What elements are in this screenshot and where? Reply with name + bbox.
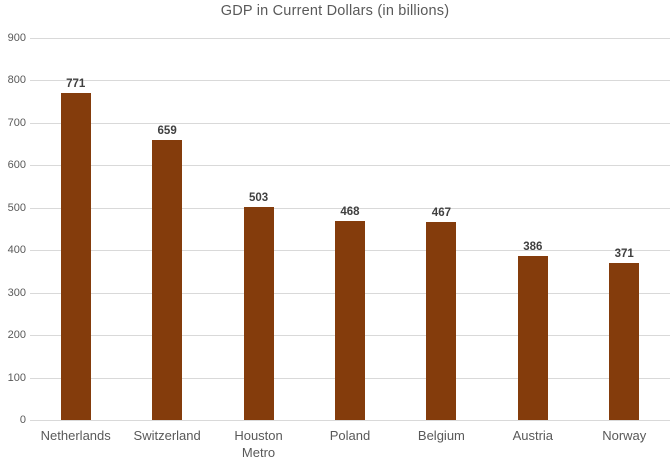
gridline [30,208,670,209]
y-axis-tick-label: 200 [7,329,26,341]
y-axis-tick-label: 400 [7,244,26,256]
bar-value-label: 386 [523,241,543,253]
bar-value-label: 468 [340,206,360,218]
bar-netherlands[interactable] [60,93,91,420]
bar-value-label: 503 [248,192,269,204]
y-axis-tick-label: 900 [7,32,26,44]
bar-slot: 467 [396,38,487,420]
bar-series: 771 659 503 468 467 386 [30,38,670,420]
y-axis: 900 800 700 600 500 400 300 200 100 0 [0,32,26,426]
gridline [30,165,670,166]
gridline [30,123,670,124]
x-axis-label-switzerland: Switzerland [121,427,212,461]
x-axis-label-text: Houston Metro [234,428,283,460]
x-axis-label-belgium: Belgium [396,427,487,461]
x-axis-label-text: Belgium [417,428,465,443]
gridline [30,80,670,81]
bar-switzerland[interactable] [152,140,183,420]
bar-slot: 771 [30,38,121,420]
bar-value-label: 467 [431,207,451,219]
x-axis-label-poland: Poland [304,427,395,461]
bar-houston-metro[interactable] [243,207,274,420]
y-axis-tick-label: 500 [7,202,26,214]
x-axis-label-text: Switzerland [133,428,201,443]
x-axis-label-norway: Norway [579,427,670,461]
y-axis-tick-label: 700 [7,117,26,129]
y-axis-tick-label: 300 [7,287,26,299]
y-axis-tick-label: 600 [7,159,26,171]
bar-slot: 503 [213,38,304,420]
bar-poland[interactable] [334,221,365,420]
x-axis-label-text: Austria [512,428,554,443]
bar-slot: 659 [121,38,212,420]
bar-belgium[interactable] [426,222,457,420]
bar-norway[interactable] [609,263,640,420]
bar-slot: 468 [304,38,395,420]
x-axis-label-text: Norway [602,428,647,443]
y-axis-tick-label: 800 [7,74,26,86]
x-axis: Netherlands Switzerland Houston Metro Po… [30,427,670,461]
plot-area: 771 659 503 468 467 386 [30,38,670,421]
x-axis-label-houston-metro: Houston Metro [213,427,304,461]
x-axis-label-austria: Austria [487,427,578,461]
gridline [30,38,670,39]
y-axis-tick-label: 100 [7,372,26,384]
y-axis-tick-label: 0 [19,414,26,426]
bar-slot: 371 [579,38,670,420]
chart-title: GDP in Current Dollars (in billions) [220,3,450,19]
bar-value-label: 659 [157,125,177,137]
bar-austria[interactable] [517,256,548,420]
x-axis-label-text: Netherlands [40,428,111,443]
bar-slot: 386 [487,38,578,420]
x-axis-label-text: Poland [329,428,371,443]
bar-value-label: 771 [66,78,86,90]
bar-value-label: 371 [614,248,634,260]
x-axis-line [30,420,670,421]
x-axis-label-netherlands: Netherlands [30,427,121,461]
